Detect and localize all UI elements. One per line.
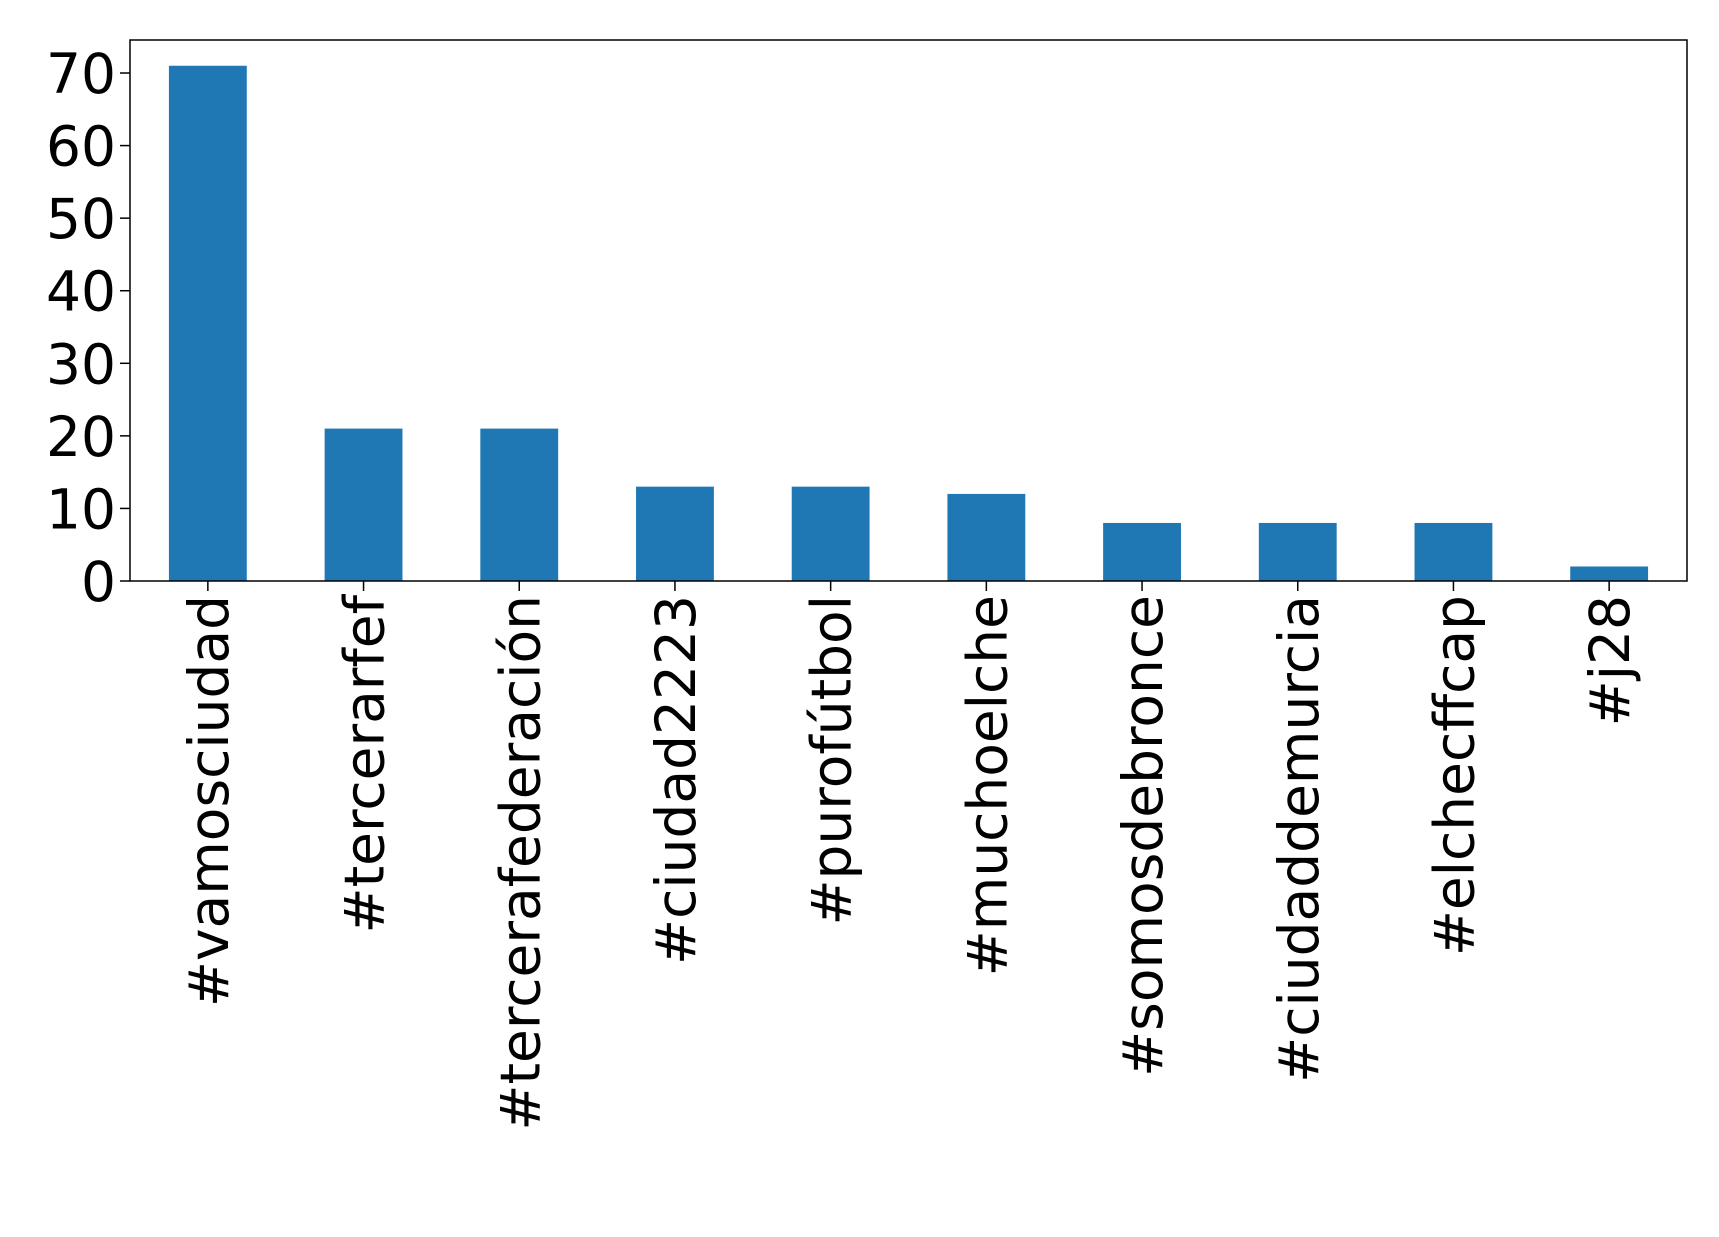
bar bbox=[480, 428, 559, 581]
y-tick-label: 40 bbox=[46, 260, 116, 324]
y-tick-label: 0 bbox=[81, 550, 116, 614]
x-tick-label: #tercerarfef bbox=[333, 593, 397, 933]
bar bbox=[947, 493, 1026, 581]
x-tick-label: #elchecffcap bbox=[1422, 595, 1486, 956]
y-tick-label: 60 bbox=[46, 115, 116, 179]
bar bbox=[1570, 566, 1649, 581]
bar bbox=[324, 428, 403, 581]
x-tick-label: #purofútbol bbox=[800, 595, 864, 926]
x-tick-label: #muchoelche bbox=[955, 595, 1019, 976]
x-tick-label: #somosdebronce bbox=[1111, 595, 1175, 1077]
bar bbox=[168, 65, 247, 581]
x-tick-label: #ciudad2223 bbox=[644, 595, 708, 965]
x-tick-label: #j28 bbox=[1578, 595, 1642, 726]
y-tick-label: 70 bbox=[46, 42, 116, 106]
bar bbox=[791, 486, 870, 581]
bar bbox=[1103, 522, 1181, 581]
x-tick-label: #tercerafederación bbox=[488, 595, 552, 1131]
bar bbox=[1414, 522, 1493, 581]
x-tick-label: #vamosciudad bbox=[177, 595, 241, 1007]
bar bbox=[636, 486, 714, 581]
y-tick-label: 10 bbox=[46, 477, 116, 541]
y-tick-label: 50 bbox=[46, 187, 116, 251]
bar bbox=[1258, 522, 1337, 581]
x-tick-label: #ciudaddemurcia bbox=[1267, 595, 1331, 1083]
y-tick-label: 20 bbox=[46, 405, 116, 469]
plot-frame bbox=[129, 39, 1688, 582]
y-tick-label: 30 bbox=[46, 332, 116, 396]
